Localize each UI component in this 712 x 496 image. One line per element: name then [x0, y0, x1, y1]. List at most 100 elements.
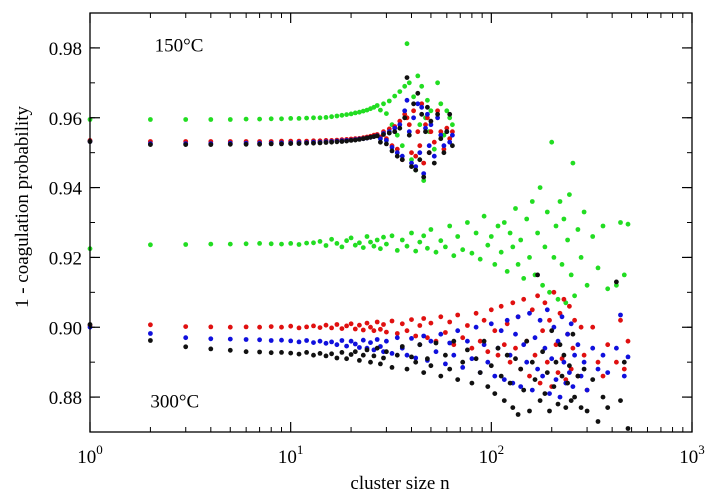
data-point	[595, 359, 601, 365]
data-point	[451, 342, 457, 348]
data-point	[433, 249, 439, 255]
data-point	[304, 350, 309, 355]
data-point	[447, 115, 453, 121]
data-point	[544, 359, 550, 365]
data-point	[384, 141, 389, 147]
data-point	[411, 101, 416, 107]
data-point	[421, 174, 427, 180]
data-point	[518, 237, 524, 243]
data-point	[311, 115, 316, 121]
data-point	[406, 80, 412, 86]
data-point	[413, 333, 419, 339]
data-point	[450, 129, 455, 135]
data-point	[495, 345, 501, 351]
data-point	[148, 322, 153, 328]
data-point	[360, 337, 366, 343]
data-point	[334, 322, 340, 327]
data-point	[465, 323, 470, 328]
data-point	[438, 238, 444, 244]
data-point	[438, 314, 444, 320]
data-point	[208, 324, 214, 330]
data-point	[417, 239, 423, 245]
data-point	[535, 272, 540, 278]
data-point	[614, 279, 619, 285]
data-point	[441, 150, 447, 156]
data-point	[431, 146, 437, 152]
data-point	[488, 321, 494, 327]
data-point	[435, 108, 440, 114]
data-point	[399, 344, 405, 349]
data-point	[415, 101, 421, 107]
data-point	[555, 296, 561, 302]
data-point	[614, 282, 619, 288]
data-point	[581, 366, 587, 372]
data-point	[311, 323, 316, 329]
data-point	[368, 359, 373, 365]
data-point	[532, 377, 538, 382]
data-point	[469, 356, 475, 362]
data-point	[567, 370, 572, 375]
data-point	[357, 240, 362, 246]
data-point	[404, 75, 410, 80]
data-point	[485, 359, 491, 365]
data-point	[296, 351, 302, 357]
data-point	[547, 391, 552, 396]
data-point	[428, 118, 434, 124]
data-point	[605, 370, 611, 375]
data-point	[501, 342, 507, 348]
data-point	[402, 83, 408, 89]
data-point	[279, 337, 284, 343]
data-point	[364, 347, 370, 353]
data-point	[371, 328, 377, 334]
data-point	[409, 164, 414, 170]
data-point	[425, 115, 430, 121]
data-point	[148, 331, 153, 336]
data-point	[537, 185, 543, 191]
data-point	[527, 255, 532, 260]
data-point	[455, 328, 461, 334]
data-point	[555, 370, 561, 375]
data-point	[409, 160, 414, 166]
data-point	[443, 244, 448, 250]
data-point	[443, 330, 448, 335]
data-point	[447, 136, 453, 142]
data-point	[510, 244, 516, 250]
data-point	[507, 230, 513, 236]
data-point	[618, 220, 623, 225]
data-point	[438, 132, 444, 138]
data-point	[469, 380, 475, 386]
data-point	[406, 122, 412, 128]
data-point	[428, 363, 434, 369]
data-point	[450, 122, 455, 128]
data-point	[352, 137, 358, 143]
data-point	[339, 112, 345, 118]
data-point	[421, 333, 427, 339]
data-point	[600, 373, 606, 379]
data-point	[399, 143, 405, 149]
y-axis-label: 1 - coagulation probability	[12, 105, 33, 308]
data-point	[498, 303, 504, 309]
data-point	[323, 322, 329, 328]
data-point	[304, 140, 309, 146]
data-point	[481, 342, 487, 348]
data-point	[304, 324, 309, 330]
data-point	[417, 342, 423, 348]
data-point	[317, 239, 323, 244]
data-point	[600, 223, 606, 229]
data-point	[374, 103, 380, 108]
data-point	[417, 122, 423, 128]
data-point	[540, 349, 545, 355]
data-point	[584, 387, 590, 393]
data-point	[513, 331, 518, 337]
data-point	[570, 384, 576, 389]
data-point	[417, 150, 423, 156]
data-point	[537, 317, 543, 323]
data-point	[304, 338, 309, 343]
data-point	[344, 138, 349, 144]
data-point	[339, 338, 345, 343]
data-point	[614, 345, 619, 351]
series-0	[87, 41, 455, 184]
data-point	[360, 245, 366, 251]
data-point	[559, 373, 565, 379]
data-point	[208, 142, 214, 148]
